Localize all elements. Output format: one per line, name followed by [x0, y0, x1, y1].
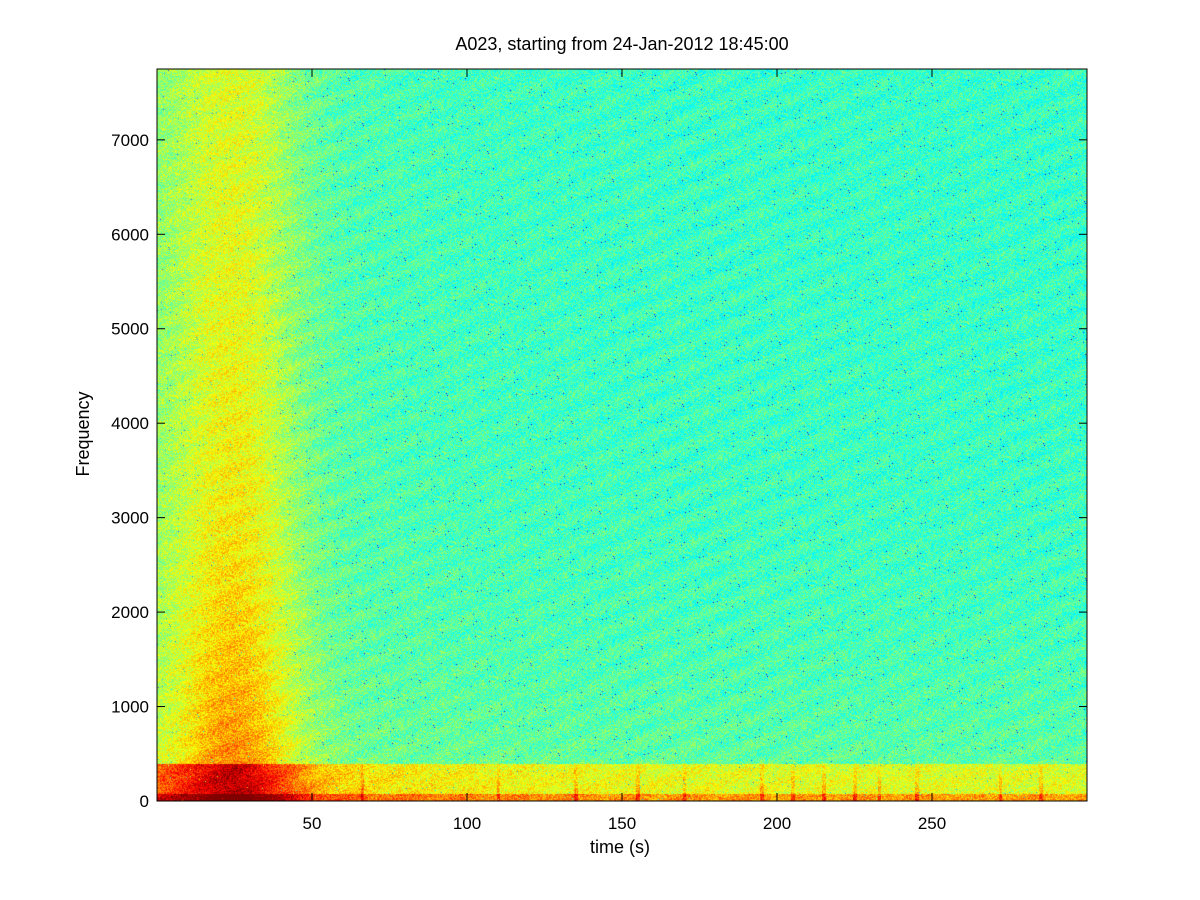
y-axis-title: Frequency: [73, 391, 93, 476]
chart-title: A023, starting from 24-Jan-2012 18:45:00: [455, 34, 788, 54]
x-axis-ticks: 50 100 150 200 250: [303, 69, 946, 833]
y-tick-label: 6000: [111, 225, 149, 244]
x-tick-label: 50: [303, 814, 322, 833]
plot-frame: [156, 68, 1088, 802]
y-tick-label: 0: [140, 792, 149, 811]
x-tick-label: 150: [608, 814, 636, 833]
y-tick-label: 1000: [111, 698, 149, 717]
y-tick-label: 4000: [111, 414, 149, 433]
x-tick-label: 100: [453, 814, 481, 833]
y-tick-label: 2000: [111, 603, 149, 622]
y-tick-label: 3000: [111, 509, 149, 528]
spectrogram-heatmap: [157, 69, 1087, 801]
x-axis-title: time (s): [590, 837, 650, 857]
y-tick-label: 7000: [111, 131, 149, 150]
x-tick-label: 200: [763, 814, 791, 833]
x-tick-label: 250: [918, 814, 946, 833]
y-axis-ticks: 0 1000 2000 3000 4000 5000 6000 7000: [111, 131, 1087, 811]
y-tick-label: 5000: [111, 320, 149, 339]
